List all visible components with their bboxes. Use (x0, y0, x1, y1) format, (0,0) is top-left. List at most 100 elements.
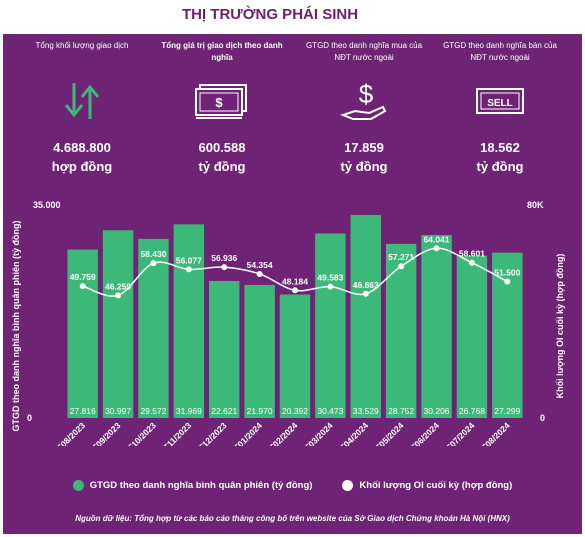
oi-point (504, 278, 511, 285)
x-tick-label: T06/2024 (408, 420, 441, 446)
x-tick-label: T01/2024 (232, 420, 265, 446)
svg-text:SELL: SELL (487, 98, 513, 109)
oi-point (468, 259, 475, 266)
stat-total-value: Tổng giá trị giao dịch theo danh nghĩa $… (157, 40, 287, 174)
oi-point (150, 260, 157, 267)
bar-value-label: 21.970 (247, 406, 273, 416)
up-down-arrows-icon (17, 76, 147, 126)
x-tick-label: T08/2023 (55, 420, 88, 446)
bar-value-label: 20.392 (282, 406, 308, 416)
stat-unit: tỷ đồng (198, 159, 246, 174)
combo-chart: 35.000 80K 0 0 GTGD theo danh nghĩa bình… (11, 200, 565, 446)
money-bills-icon: $ (157, 76, 287, 126)
oi-point (362, 290, 369, 297)
legend-swatch-bar (72, 480, 84, 491)
source-note: Nguồn dữ liệu: Tổng hợp từ các báo cáo t… (75, 514, 510, 523)
oi-value-label: 48.184 (282, 276, 308, 286)
stat-label: Tổng khối lượng giao dịch (35, 41, 129, 50)
stat-label: GTGD theo danh nghĩa mua của NĐT nước ng… (305, 41, 423, 62)
oi-point (256, 270, 263, 277)
bar-T11/2023 (173, 224, 205, 418)
bar-T01/2024 (244, 284, 275, 418)
bar-T10/2023 (138, 238, 169, 418)
stat-foreign-sell: GTGD theo danh nghĩa bán của NĐT nước ng… (435, 40, 565, 174)
oi-point (115, 292, 122, 299)
x-tick-label: T08/2024 (479, 420, 512, 446)
bar-T05/2024 (385, 243, 417, 418)
oi-value-label: 46.863 (353, 280, 379, 290)
bar-T03/2024 (315, 233, 346, 418)
oi-value-label: 46.259 (105, 281, 131, 291)
x-tick-label: T05/2024 (373, 420, 406, 446)
stat-unit: tỷ đồng (476, 159, 524, 174)
oi-point (327, 283, 334, 290)
bar-T07/2024 (456, 255, 488, 418)
bar-T02/2024 (279, 294, 311, 418)
infographic-panel: Tổng khối lượng giao dịch 4.688.800 hợp … (3, 34, 582, 534)
x-tick-label: T07/2024 (444, 420, 477, 446)
bar-value-label: 22.621 (211, 406, 237, 416)
bar-value-label: 31.969 (176, 406, 202, 416)
oi-value-label: 57.271 (388, 252, 414, 262)
svg-text:$: $ (359, 79, 374, 109)
legend-swatch-line (342, 480, 354, 491)
bar-T06/2024 (421, 235, 452, 418)
bar-value-label: 33.529 (353, 406, 379, 416)
oi-point (185, 266, 192, 273)
oi-value-label: 56.077 (176, 255, 202, 265)
bar-value-label: 27.299 (494, 406, 520, 416)
oi-value-label: 58.430 (140, 249, 166, 259)
y-left-tick-top: 35.000 (33, 200, 61, 210)
svg-text:$: $ (215, 95, 223, 110)
legend-item-line: Khối lượng OI cuối kỳ (hợp đồng) (342, 480, 512, 491)
stat-value: 4.688.800 (53, 140, 111, 155)
bar-T09/2023 (102, 230, 134, 418)
bar-value-label: 30.206 (424, 406, 450, 416)
x-tick-label: T11/2023 (161, 420, 193, 446)
bar-T04/2024 (350, 214, 381, 418)
stat-unit: hợp đồng (51, 159, 113, 174)
y-right-tick-top: 80K (527, 200, 544, 210)
oi-value-label: 58.601 (459, 249, 485, 259)
bar-value-label: 30.997 (105, 406, 131, 416)
bar-value-label: 26.768 (459, 406, 485, 416)
oi-point (398, 263, 405, 270)
stat-unit: tỷ đồng (340, 159, 388, 174)
bar-value-label: 30.473 (317, 406, 343, 416)
x-tick-label: T03/2024 (302, 420, 335, 446)
page-title: THỊ TRƯỜNG PHÁI SINH (181, 6, 359, 23)
sell-sign-icon: SELL (435, 76, 565, 126)
bar-value-label: 27.816 (70, 406, 96, 416)
bar-T12/2023 (209, 280, 240, 418)
y-left-axis-label: GTGD theo danh nghĩa bình quân phiên (tỷ… (11, 221, 21, 432)
chart-legend: GTGD theo danh nghĩa bình quân phiên (tỷ… (3, 480, 582, 491)
stat-total-volume: Tổng khối lượng giao dịch 4.688.800 hợp … (17, 40, 147, 174)
stat-label: GTGD theo danh nghĩa bán của NĐT nước ng… (443, 41, 557, 62)
oi-value-label: 64.041 (424, 234, 450, 244)
x-tick-label: T02/2024 (267, 420, 300, 446)
stat-foreign-buy: GTGD theo danh nghĩa mua của NĐT nước ng… (299, 40, 429, 174)
oi-value-label: 56.936 (211, 253, 237, 263)
oi-value-label: 51.500 (494, 268, 520, 278)
oi-value-label: 49.583 (317, 273, 343, 283)
stat-label: Tổng giá trị giao dịch theo danh nghĩa (161, 41, 283, 62)
legend-label-bar: GTGD theo danh nghĩa bình quân phiên (tỷ… (89, 480, 313, 491)
bar-value-label: 29.572 (140, 406, 166, 416)
oi-value-label: 49.759 (70, 272, 96, 282)
stat-value: 18.562 (480, 140, 520, 155)
bar-value-label: 28.752 (388, 406, 414, 416)
x-tick-label: T04/2024 (338, 420, 371, 446)
x-tick-label: T10/2023 (125, 420, 158, 446)
legend-item-bar: GTGD theo danh nghĩa bình quân phiên (tỷ… (72, 480, 313, 491)
oi-point (79, 283, 86, 290)
legend-label-line: Khối lượng OI cuối kỳ (hợp đồng) (359, 480, 513, 491)
x-tick-label: T12/2023 (196, 420, 229, 446)
y-right-tick-zero: 0 (540, 413, 545, 423)
bar-T08/2023 (67, 249, 98, 418)
stat-value: 17.859 (344, 140, 384, 155)
y-left-tick-zero: 0 (27, 413, 32, 423)
money-hand-icon: $ (299, 76, 429, 126)
oi-point (292, 287, 298, 294)
x-tick-label: T09/2023 (90, 420, 123, 446)
oi-point (221, 264, 228, 271)
